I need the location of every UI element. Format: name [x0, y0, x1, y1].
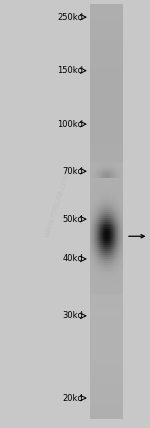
Bar: [90, 326, 123, 331]
Bar: [90, 139, 123, 144]
Bar: [90, 238, 123, 243]
Bar: [90, 4, 123, 419]
Bar: [90, 259, 123, 264]
Bar: [90, 363, 123, 368]
Bar: [90, 248, 123, 253]
Bar: [90, 103, 123, 108]
Bar: [90, 409, 123, 414]
Bar: [90, 290, 123, 295]
Bar: [90, 160, 123, 165]
Bar: [90, 300, 123, 305]
Bar: [90, 336, 123, 342]
Bar: [90, 46, 123, 51]
Bar: [90, 243, 123, 248]
Bar: [90, 233, 123, 238]
Bar: [90, 98, 123, 103]
Bar: [90, 274, 123, 279]
Bar: [90, 285, 123, 290]
Bar: [90, 15, 123, 20]
Bar: [90, 41, 123, 46]
Bar: [90, 87, 123, 92]
Bar: [90, 9, 123, 15]
Bar: [90, 399, 123, 404]
Bar: [90, 279, 123, 285]
Bar: [90, 207, 123, 212]
Bar: [90, 134, 123, 139]
Bar: [90, 92, 123, 98]
Bar: [90, 181, 123, 186]
Bar: [90, 25, 123, 30]
Bar: [90, 217, 123, 222]
Bar: [90, 357, 123, 363]
Text: 70kd: 70kd: [62, 166, 83, 176]
Bar: [90, 352, 123, 357]
Bar: [90, 20, 123, 25]
Bar: [90, 305, 123, 310]
Bar: [90, 186, 123, 191]
Bar: [90, 295, 123, 300]
Bar: [90, 269, 123, 274]
Bar: [90, 36, 123, 41]
Bar: [90, 155, 123, 160]
Bar: [90, 321, 123, 326]
Bar: [90, 150, 123, 155]
Bar: [90, 331, 123, 336]
Bar: [90, 77, 123, 82]
Bar: [90, 30, 123, 36]
Text: 100kd: 100kd: [57, 119, 83, 129]
Bar: [90, 108, 123, 113]
Bar: [90, 165, 123, 170]
Text: WWW.PTGLAB.COM: WWW.PTGLAB.COM: [44, 172, 70, 239]
Bar: [90, 383, 123, 388]
Bar: [90, 170, 123, 175]
Bar: [90, 316, 123, 321]
Bar: [90, 119, 123, 124]
Text: 250kd: 250kd: [57, 12, 83, 22]
Bar: [90, 129, 123, 134]
Bar: [90, 310, 123, 316]
Bar: [90, 253, 123, 259]
Bar: [90, 342, 123, 347]
Bar: [90, 61, 123, 66]
Bar: [90, 373, 123, 378]
Bar: [90, 378, 123, 383]
Bar: [90, 51, 123, 56]
Bar: [90, 404, 123, 409]
Bar: [90, 72, 123, 77]
Bar: [90, 222, 123, 227]
Bar: [90, 196, 123, 202]
Text: 40kd: 40kd: [63, 254, 83, 264]
Bar: [90, 202, 123, 207]
Bar: [90, 144, 123, 150]
Bar: [90, 124, 123, 129]
Bar: [90, 175, 123, 181]
Bar: [90, 113, 123, 119]
Bar: [90, 368, 123, 373]
Bar: [90, 414, 123, 419]
Bar: [90, 227, 123, 233]
Bar: [90, 82, 123, 87]
Bar: [90, 191, 123, 196]
Bar: [90, 4, 123, 9]
Bar: [90, 393, 123, 399]
Text: 30kd: 30kd: [62, 311, 83, 321]
Bar: [90, 264, 123, 269]
Text: 150kd: 150kd: [57, 66, 83, 75]
Bar: [90, 66, 123, 72]
Bar: [90, 212, 123, 217]
Bar: [90, 347, 123, 352]
Bar: [90, 56, 123, 61]
Text: 20kd: 20kd: [63, 393, 83, 403]
Text: 50kd: 50kd: [63, 214, 83, 224]
Bar: [90, 388, 123, 393]
